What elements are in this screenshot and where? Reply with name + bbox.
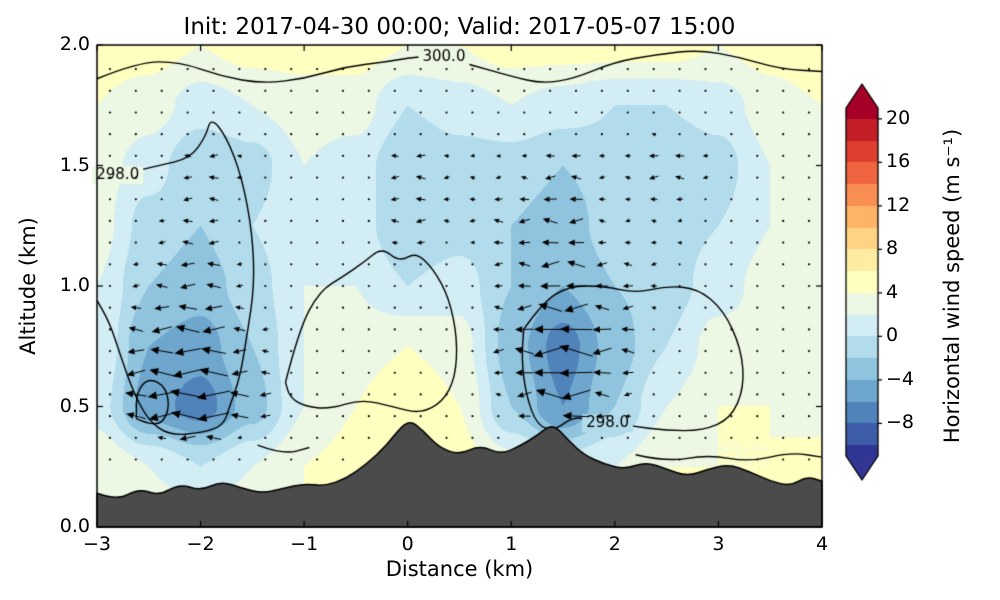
y-tick-label: 1.5 bbox=[59, 153, 90, 176]
x-tick-label: 0 bbox=[401, 533, 414, 555]
x-tick-label: −2 bbox=[186, 533, 215, 555]
x-tick-label: −1 bbox=[290, 533, 319, 555]
colorbar-tick-label: −8 bbox=[886, 411, 915, 434]
y-tick-label: 0.0 bbox=[59, 515, 90, 537]
colorbar-tick-label: 4 bbox=[886, 280, 899, 303]
x-tick-label: −3 bbox=[82, 533, 111, 555]
y-tick-label: 0.5 bbox=[59, 394, 90, 417]
x-tick-label: 3 bbox=[712, 533, 725, 555]
colorbar-tick-label: −4 bbox=[886, 367, 915, 390]
colorbar-tick-label: 20 bbox=[886, 106, 911, 129]
colorbar-tick-label: 16 bbox=[886, 150, 911, 173]
colorbar-tick-label: 8 bbox=[886, 237, 899, 260]
y-tick-label: 2.0 bbox=[59, 33, 90, 55]
x-axis-label: Distance (km) bbox=[385, 557, 534, 581]
x-tick-label: 2 bbox=[608, 533, 621, 555]
x-tick-label: 4 bbox=[815, 533, 829, 555]
colorbar-tick-label: 12 bbox=[886, 193, 911, 216]
plot-title: Init: 2017-04-30 00:00; Valid: 2017-05-0… bbox=[183, 14, 736, 40]
x-tick-label: 1 bbox=[505, 533, 518, 555]
colorbar-tick-label: 0 bbox=[886, 324, 899, 347]
y-tick-label: 1.0 bbox=[59, 274, 90, 296]
